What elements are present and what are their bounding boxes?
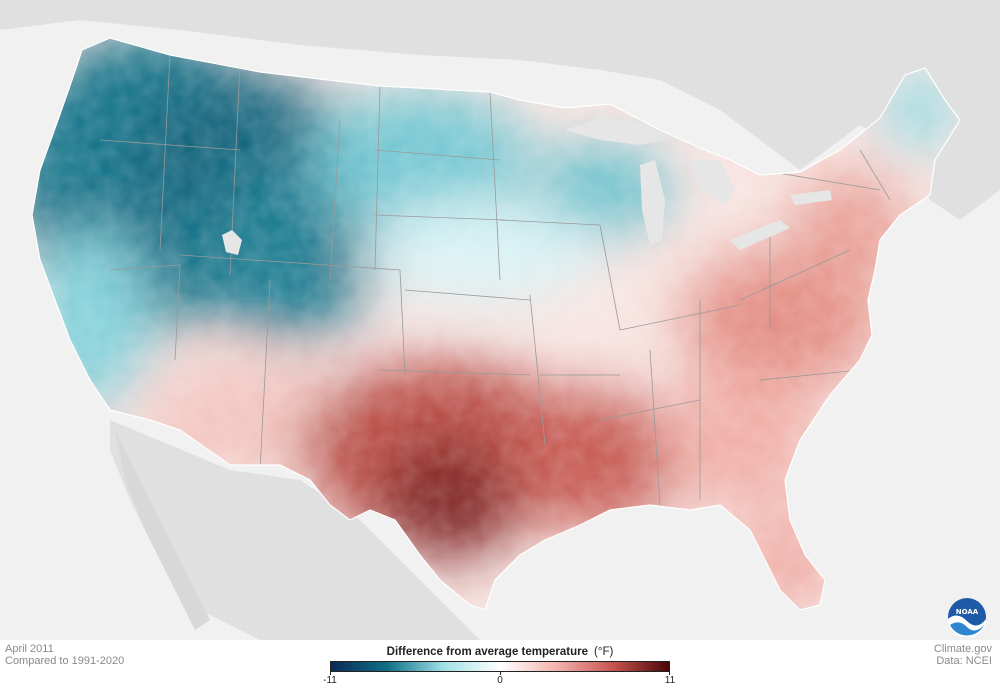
great-lakes — [565, 118, 832, 250]
lake-huron — [690, 160, 735, 205]
legend-tick — [330, 672, 331, 675]
source-site: Climate.gov — [933, 643, 992, 655]
legend-tick-label: 0 — [497, 675, 503, 686]
basemap — [0, 0, 1000, 640]
lake-ontario — [790, 190, 832, 205]
period-label: April 2011 — [5, 643, 54, 655]
legend-tick — [669, 672, 670, 675]
temperature-anomaly-map — [0, 0, 1000, 640]
color-scale-bar — [330, 661, 670, 672]
great-salt-lake — [222, 230, 242, 255]
legend-title: Difference from average temperature (°F) — [0, 646, 1000, 658]
legend-tick — [500, 672, 501, 675]
legend-tick-label: 11 — [664, 675, 676, 686]
lake-michigan — [640, 160, 665, 245]
canada-landmass — [0, 0, 1000, 220]
source-data: Data: NCEI — [936, 655, 992, 667]
legend-footer: April 2011 Compared to 1991-2020 Differe… — [0, 640, 1000, 690]
noaa-logo-text: NOAA — [956, 608, 979, 616]
lake-erie — [730, 220, 790, 250]
legend-unit: (°F) — [594, 646, 614, 658]
lake-superior — [565, 118, 670, 145]
legend-title-text: Difference from average temperature — [386, 646, 589, 658]
baseline-label: Compared to 1991-2020 — [5, 655, 125, 667]
state-borders — [99, 54, 891, 506]
mexico-landmass — [110, 420, 480, 640]
us-outline — [31, 37, 961, 611]
noaa-logo: NOAA — [948, 598, 986, 637]
legend-tick-label: -11 — [323, 675, 337, 686]
baja-peninsula — [115, 430, 210, 630]
